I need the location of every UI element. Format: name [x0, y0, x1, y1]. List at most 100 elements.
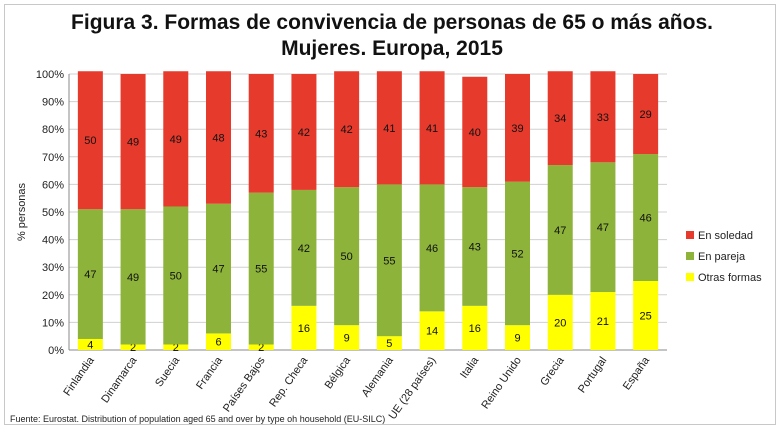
bar-segment [248, 74, 274, 193]
bar-segment [206, 333, 231, 350]
bar-segment [248, 344, 274, 350]
data-label: 55 [255, 264, 267, 276]
data-label: 9 [514, 333, 520, 345]
bar-segment [633, 74, 659, 155]
data-label: 9 [344, 333, 350, 345]
bar-segment [547, 71, 573, 166]
data-label: 2 [130, 342, 136, 354]
legend-label: En soledad [698, 230, 753, 242]
chart-title-line2: Mujeres. Europa, 2015 [281, 37, 503, 60]
x-tick-label: Dinamarca [99, 354, 140, 405]
data-label: 49 [127, 272, 139, 284]
data-label: 43 [255, 128, 267, 140]
y-tick-label: 70% [42, 152, 64, 164]
bar-segment [163, 206, 189, 345]
bar-segment [462, 187, 488, 306]
data-label: 16 [469, 323, 481, 335]
bar-segment [376, 184, 402, 337]
bar-segment [291, 74, 317, 190]
bar-segment [547, 165, 573, 295]
data-label: 6 [215, 337, 221, 349]
y-tick-label: 20% [42, 290, 64, 302]
legend-swatch [686, 252, 694, 260]
data-label: 39 [511, 123, 523, 135]
data-label: 16 [298, 323, 310, 335]
data-label: 42 [341, 124, 353, 136]
data-label: 20 [554, 317, 566, 329]
data-label: 52 [511, 248, 523, 260]
y-axis-title: % personas [16, 182, 28, 241]
data-label: 34 [554, 113, 566, 125]
bar-segment [633, 154, 659, 281]
data-label: 42 [298, 243, 310, 255]
data-label: 47 [597, 222, 609, 234]
y-tick-label: 90% [42, 97, 64, 109]
bar-segment [462, 305, 488, 350]
bar-segment [419, 184, 445, 312]
x-tick-label: Suecia [153, 354, 183, 389]
x-tick-label: España [621, 354, 653, 392]
legend-label: Otras formas [698, 272, 762, 284]
x-tick-label: Finlandia [61, 354, 97, 398]
x-tick-label: Alemania [360, 354, 397, 399]
y-tick-label: 80% [42, 124, 64, 136]
y-tick-label: 0% [48, 345, 64, 357]
source-note: Fuente: Eurostat. Distribution of popula… [10, 414, 386, 424]
bar-segment [206, 71, 231, 204]
data-label: 43 [469, 242, 481, 254]
bar-segment [163, 344, 189, 350]
data-label: 33 [597, 112, 609, 124]
bar-segment [547, 294, 573, 350]
bar-segment [590, 292, 616, 350]
x-tick-label: Grecia [538, 354, 567, 388]
data-label: 42 [298, 127, 310, 139]
data-label: 50 [341, 251, 353, 263]
data-label: 41 [383, 123, 395, 135]
y-tick-label: 60% [42, 179, 64, 191]
y-tick-label: 100% [36, 69, 64, 81]
bar-segment [77, 338, 103, 350]
bar-segment [163, 71, 189, 207]
chart-title: Figura 3. Formas de convivencia de perso… [0, 10, 784, 62]
bar-segment [334, 71, 360, 188]
bar-segment [77, 209, 103, 339]
y-tick-label: 40% [42, 235, 64, 247]
bar-segment [291, 189, 317, 306]
data-label: 50 [84, 135, 96, 147]
chart-title-line1: Figura 3. Formas de convivencia de perso… [71, 11, 713, 34]
data-label: 40 [469, 127, 481, 139]
bar-segment [120, 344, 146, 350]
bar-segment [77, 71, 103, 210]
x-tick-label: Rep. Checa [267, 354, 311, 409]
bar-segment [120, 74, 146, 210]
x-tick-label: Italia [458, 354, 482, 381]
data-label: 41 [426, 123, 438, 135]
data-label: 2 [258, 342, 264, 354]
bar-segment [120, 209, 146, 345]
bar-segment [376, 71, 402, 185]
bar-segment [291, 305, 317, 350]
bar-segment [206, 203, 231, 334]
data-label: 5 [386, 338, 392, 350]
data-label: 47 [554, 225, 566, 237]
y-tick-label: 10% [42, 317, 64, 329]
data-label: 2 [173, 342, 179, 354]
legend-swatch [686, 231, 694, 239]
data-label: 50 [170, 270, 182, 282]
x-tick-label: Francia [194, 354, 225, 392]
bar-segment [376, 336, 402, 350]
data-label: 55 [383, 255, 395, 267]
bar-segment [505, 181, 530, 326]
data-label: 29 [640, 109, 652, 121]
data-label: 25 [640, 311, 652, 323]
x-tick-label: Portugal [576, 355, 609, 395]
bar-segment [248, 192, 274, 345]
data-label: 49 [127, 137, 139, 149]
bar-segment [590, 71, 616, 163]
bar-segment [590, 162, 616, 293]
y-tick-label: 50% [42, 207, 64, 219]
data-label: 47 [84, 269, 96, 281]
data-label: 49 [170, 134, 182, 146]
bar-segment [633, 281, 659, 350]
